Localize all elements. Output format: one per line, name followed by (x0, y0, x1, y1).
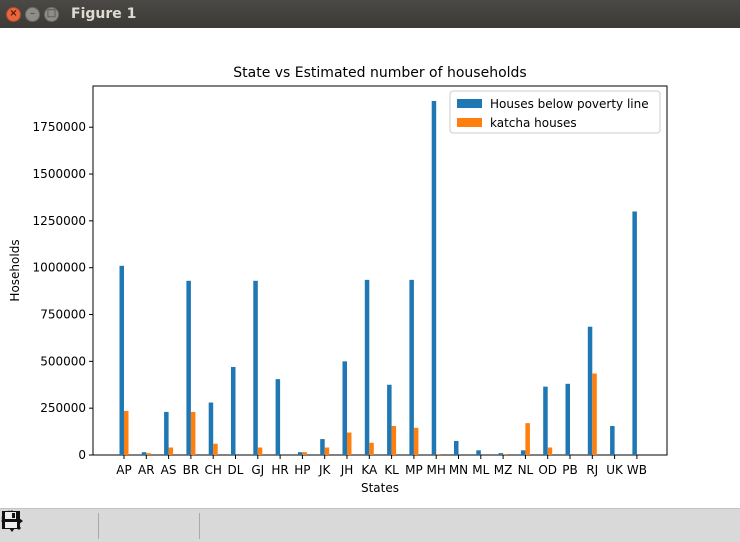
x-tick-label: AR (138, 463, 155, 477)
bar-katcha-ar (146, 453, 151, 455)
bar-katcha-mp (413, 427, 419, 455)
forward-arrow-icon[interactable] (3, 512, 92, 540)
y-tick-label: 1500000 (33, 167, 86, 181)
y-tick-label: 250000 (40, 401, 86, 415)
x-tick-label: NL (518, 463, 534, 477)
bar-poverty-pb (565, 383, 570, 455)
chart-title: State vs Estimated number of households (233, 65, 526, 81)
y-tick-label: 750000 (40, 308, 86, 322)
bar-poverty-gj (253, 280, 258, 455)
bar-katcha-od (547, 447, 553, 455)
bar-poverty-as (164, 411, 169, 455)
bar-katcha-hp (302, 452, 307, 455)
x-tick-label: GJ (251, 463, 264, 477)
y-tick-label: 1000000 (33, 261, 86, 275)
bar-poverty-dl (231, 366, 236, 455)
x-tick-label: HR (271, 463, 288, 477)
x-tick-label: AS (161, 463, 177, 477)
bar-katcha-jh (347, 432, 352, 455)
navigation-toolbar (0, 508, 740, 542)
save-icon[interactable] (2, 511, 234, 540)
close-icon[interactable]: × (6, 6, 21, 22)
bar-poverty-kl (387, 384, 392, 455)
x-tick-label: JK (318, 463, 332, 477)
legend-swatch-2 (457, 118, 482, 127)
bar-poverty-ml (476, 450, 481, 455)
bar-katcha-ap (124, 410, 129, 455)
back-arrow-icon[interactable] (3, 512, 62, 540)
figure-canvas: 0 250000 500000 750000 1000000 1250000 1500000… (0, 28, 740, 508)
y-tick-label: 1750000 (33, 120, 86, 134)
bar-katcha-rj (592, 373, 597, 455)
bar-poverty-ap (119, 265, 124, 455)
window-title: Figure 1 (71, 6, 137, 22)
x-tick-label: MZ (494, 463, 513, 477)
bar-katcha-nl (525, 423, 530, 455)
bar-poverty-mz (498, 453, 504, 455)
legend-box (449, 90, 661, 134)
toolbar-separator (98, 512, 99, 539)
bar-katcha-ch (213, 443, 218, 455)
bar-poverty-br (186, 280, 191, 455)
bar-katcha-as (168, 447, 174, 455)
maximize-icon[interactable]: □ (44, 6, 59, 22)
bar-poverty-hr (275, 379, 281, 455)
x-tick-label: MP (405, 463, 423, 477)
bar-poverty-ka (364, 279, 370, 455)
title-bar: × – □ Figure 1 (0, 0, 740, 28)
zoom-icon[interactable] (1, 510, 163, 540)
chart-svg: 0 250000 500000 750000 1000000 1250000 1500000… (8, 65, 668, 495)
x-tick-label: JH (340, 463, 354, 477)
bar-poverty-hp (297, 452, 303, 455)
x-tick-label: RJ (586, 463, 598, 477)
x-tick-label: AP (116, 463, 131, 477)
bar-poverty-mp (409, 279, 414, 455)
y-axis-label: Hoseholds (8, 239, 22, 301)
bar-katcha-br (190, 411, 196, 455)
x-tick-label: KL (384, 463, 399, 477)
bar-poverty-od (543, 386, 548, 455)
legend-label-1: Houses below poverty line (490, 97, 649, 111)
bar-poverty-ar (141, 452, 147, 455)
window-controls: × – □ (6, 6, 59, 22)
x-tick-label: MH (427, 463, 446, 477)
bar-poverty-ch (208, 402, 214, 455)
bar-poverty-jk (320, 439, 325, 455)
bar-poverty-mh (431, 100, 437, 455)
x-tick-label: ML (472, 463, 489, 477)
bar-katcha-gj (257, 447, 263, 455)
x-tick-label: OD (538, 463, 557, 477)
x-axis-label: States (361, 481, 399, 495)
bar-poverty-uk (610, 425, 615, 455)
x-tick-label: HP (294, 463, 310, 477)
y-tick-label: 500000 (40, 354, 86, 368)
bar-poverty-jh (342, 361, 347, 455)
x-tick-label: KA (361, 463, 378, 477)
y-tick-label: 1250000 (33, 214, 86, 228)
minimize-icon[interactable]: – (25, 6, 40, 22)
bar-poverty-nl (520, 450, 526, 455)
bar-poverty-rj (587, 326, 593, 455)
bar-katcha-mz (503, 454, 508, 455)
legend-label-2: katcha houses (490, 116, 577, 130)
x-tick-label: DL (228, 463, 244, 477)
x-tick-label: BR (183, 463, 200, 477)
x-tick-label: WB (627, 463, 647, 477)
plot-area-frame (92, 85, 668, 456)
x-tick-label: PB (562, 463, 577, 477)
toolbar-separator (199, 512, 200, 539)
bar-katcha-ka (369, 442, 374, 455)
bar-katcha-mh (436, 454, 441, 455)
bar-poverty-wb (632, 211, 637, 455)
configure-subplots-icon[interactable] (2, 511, 193, 540)
bar-katcha-kl (391, 425, 397, 455)
y-tick-label: 0 (78, 448, 86, 462)
x-tick-label: UK (606, 463, 624, 477)
pan-icon[interactable] (1, 510, 133, 540)
bar-katcha-jk (324, 447, 330, 455)
legend-swatch-1 (457, 99, 482, 108)
bar-poverty-mn (454, 440, 459, 455)
x-tick-label: MN (449, 463, 468, 477)
x-tick-label: CH (204, 463, 221, 477)
